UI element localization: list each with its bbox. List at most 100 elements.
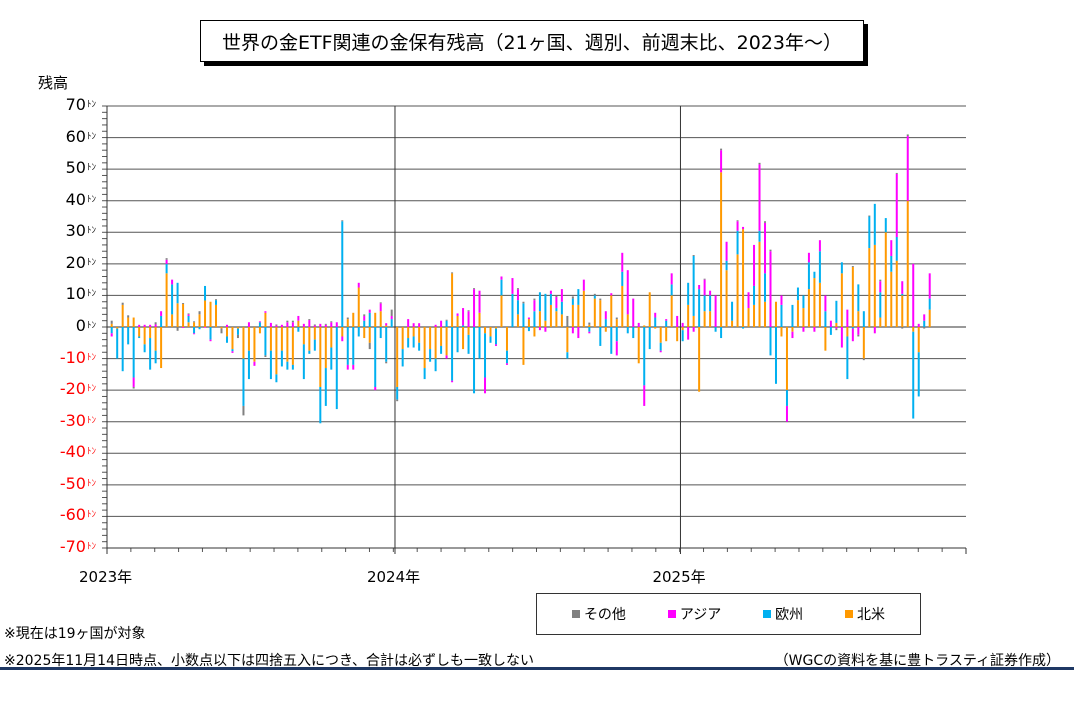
y-tick-unit: ﾄﾝ (86, 542, 96, 552)
bar-segment-europe (302, 344, 305, 380)
bar-segment-other (862, 358, 865, 361)
footnote-date: ※2025年11月14日時点、小数点以下は四捨五入につき、合計は必ずしも一致しな… (4, 653, 535, 669)
bar-segment-asia (368, 309, 371, 313)
bar-segment-asia (269, 322, 272, 327)
bar-segment-asia (352, 364, 355, 370)
bar-segment-europe (736, 230, 739, 255)
legend-swatch-icon (667, 610, 676, 618)
bar-segment-europe (451, 327, 454, 381)
bar-segment-europe (121, 327, 124, 372)
bar-segment-north-america (357, 287, 360, 327)
bar-segment-north-america (412, 327, 415, 337)
bar-segment-north-america (379, 311, 382, 327)
bar-segment-asia (324, 324, 327, 327)
y-tick-label: 20ﾄﾝ (30, 253, 96, 272)
bar-segment-other (720, 148, 723, 151)
bar-segment-north-america (538, 311, 541, 327)
bar-segment-north-america (621, 285, 624, 327)
bar-segment-asia (912, 263, 915, 327)
bar-segment-europe (610, 327, 613, 354)
bar-segment-asia (747, 292, 750, 309)
bar-segment-europe (143, 344, 146, 353)
bar-segment-north-america (868, 248, 871, 327)
bar-segment-other (215, 299, 218, 301)
bar-segment-europe (275, 374, 278, 383)
y-tick-unit: ﾄﾝ (86, 510, 96, 521)
bar-segment-europe (291, 364, 294, 370)
bar-segment-other (242, 405, 245, 416)
bar-segment-north-america (643, 325, 646, 327)
bar-segment-europe (154, 350, 157, 364)
bar-segment-north-america (736, 254, 739, 327)
bar-segment-asia (626, 270, 629, 315)
bar-segment-north-america (807, 289, 810, 327)
y-tick-value: 70 (65, 95, 86, 114)
bar-segment-north-america (258, 327, 261, 334)
legend-swatch-icon (845, 610, 854, 618)
source-note: （WGCの資料を基に豊トラスティ証券作成） (774, 653, 1060, 669)
bar-segment-europe (829, 327, 832, 335)
bar-segment-asia (873, 327, 876, 334)
bar-segment-europe (884, 218, 887, 233)
bar-segment-north-america (116, 327, 119, 329)
bar-segment-north-america (665, 327, 668, 342)
bar-segment-north-america (423, 327, 426, 369)
y-tick-label: -30ﾄﾝ (30, 411, 96, 430)
bar-segment-europe (489, 336, 492, 343)
bar-segment-north-america (313, 327, 316, 340)
bar-segment-north-america (840, 273, 843, 327)
bar-segment-europe (566, 352, 569, 359)
bar-segment-asia (615, 341, 618, 356)
bar-segment-asia (736, 221, 739, 231)
bar-segment-north-america (566, 327, 569, 353)
y-tick-label: -60ﾄﾝ (30, 506, 96, 524)
y-tick-value: 60 (65, 126, 86, 146)
bar-segment-asia (511, 278, 514, 294)
bar-segment-north-america (549, 304, 552, 327)
bar-segment-north-america (681, 327, 684, 331)
y-tick-unit: ﾄﾝ (86, 321, 96, 331)
bar-segment-europe (593, 295, 596, 299)
bar-segment-europe (193, 327, 196, 334)
bar-segment-north-america (725, 270, 728, 327)
bar-segment-north-america (225, 327, 228, 337)
bar-segment-europe (231, 349, 234, 352)
bar-segment-other (923, 327, 926, 329)
bar-segment-north-america (182, 303, 185, 327)
bar-segment-north-america (862, 327, 865, 359)
bar-segment-asia (758, 164, 761, 231)
bar-segment-asia (258, 321, 261, 323)
bar-segment-other (341, 220, 344, 222)
y-tick-value: 10 (65, 284, 86, 304)
bar-segment-asia (225, 324, 228, 327)
bar-segment-asia (286, 322, 289, 327)
bar-segment-europe (862, 311, 865, 327)
bar-segment-asia (676, 315, 679, 327)
bar-segment-north-america (418, 327, 421, 343)
bar-segment-asia (434, 324, 437, 327)
bar-segment-europe (714, 327, 717, 332)
bar-segment-europe (659, 342, 662, 351)
bar-segment-other (906, 134, 909, 136)
bar-segment-asia (802, 327, 805, 332)
bar-segment-asia (632, 298, 635, 327)
bar-segment-north-america (440, 327, 443, 346)
bar-segment-asia (549, 290, 552, 294)
bar-segment-europe (643, 327, 646, 386)
bar-segment-asia (544, 327, 547, 332)
bar-segment-asia (791, 331, 794, 339)
bar-segment-asia (659, 350, 662, 353)
bar-segment-europe (132, 327, 135, 378)
bar-segment-north-america (253, 327, 256, 362)
bar-segment-north-america (709, 311, 712, 327)
bar-segment-asia (138, 324, 141, 327)
bar-segment-asia (182, 327, 185, 328)
bar-segment-asia (500, 276, 503, 280)
bar-segment-north-america (692, 315, 695, 327)
y-tick-label: 40ﾄﾝ (30, 190, 96, 209)
bar-segment-asia (879, 281, 882, 293)
bar-segment-other (571, 296, 574, 299)
bar-segment-other (127, 315, 130, 318)
bar-segment-asia (720, 150, 723, 173)
y-tick-unit: ﾄﾝ (86, 131, 96, 142)
